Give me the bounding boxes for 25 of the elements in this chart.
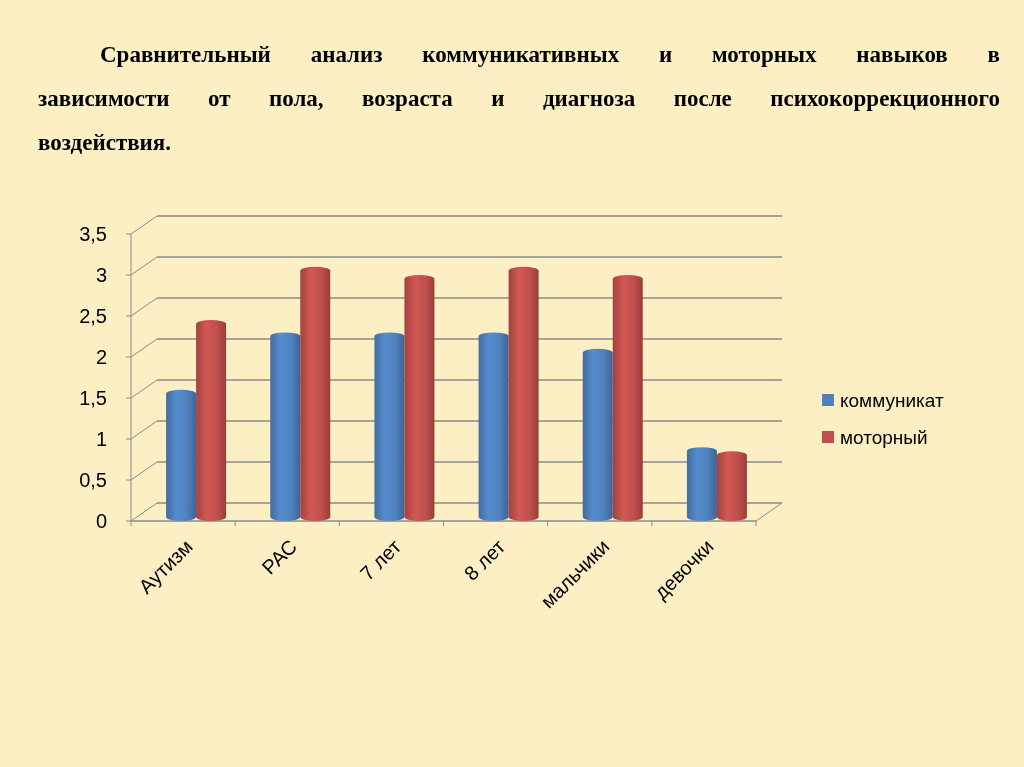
bar (196, 320, 227, 521)
y-tick-label: 1,5 (79, 387, 107, 409)
y-tick-label: 3 (95, 264, 107, 286)
x-tick-label: 7 лет (355, 535, 406, 585)
bar (582, 348, 613, 521)
bar (716, 451, 747, 521)
y-tick-label: 2,5 (79, 305, 107, 327)
y-tick-label: 0,5 (79, 469, 107, 491)
bar (404, 275, 435, 521)
y-tick-label: 0 (95, 510, 107, 532)
bar (686, 447, 717, 521)
bar (166, 389, 197, 521)
bar (374, 332, 405, 521)
bar (300, 266, 331, 521)
bar (478, 332, 509, 521)
x-tick-label: 8 лет (459, 535, 510, 585)
legend-label: коммуникат (840, 389, 944, 411)
y-tick-label: 2 (95, 346, 107, 368)
bar (270, 332, 301, 521)
y-tick-label: 3,5 (79, 223, 107, 245)
legend-label: моторный (840, 426, 928, 448)
bar (508, 266, 539, 521)
chart-title: Сравнительный анализ коммуникативных и моторных навыков в зависимости от пола, возраста и диагноза после психокоррекционного воздействия. (38, 42, 1001, 155)
y-tick-label: 1 (95, 428, 107, 450)
bar (612, 275, 643, 521)
